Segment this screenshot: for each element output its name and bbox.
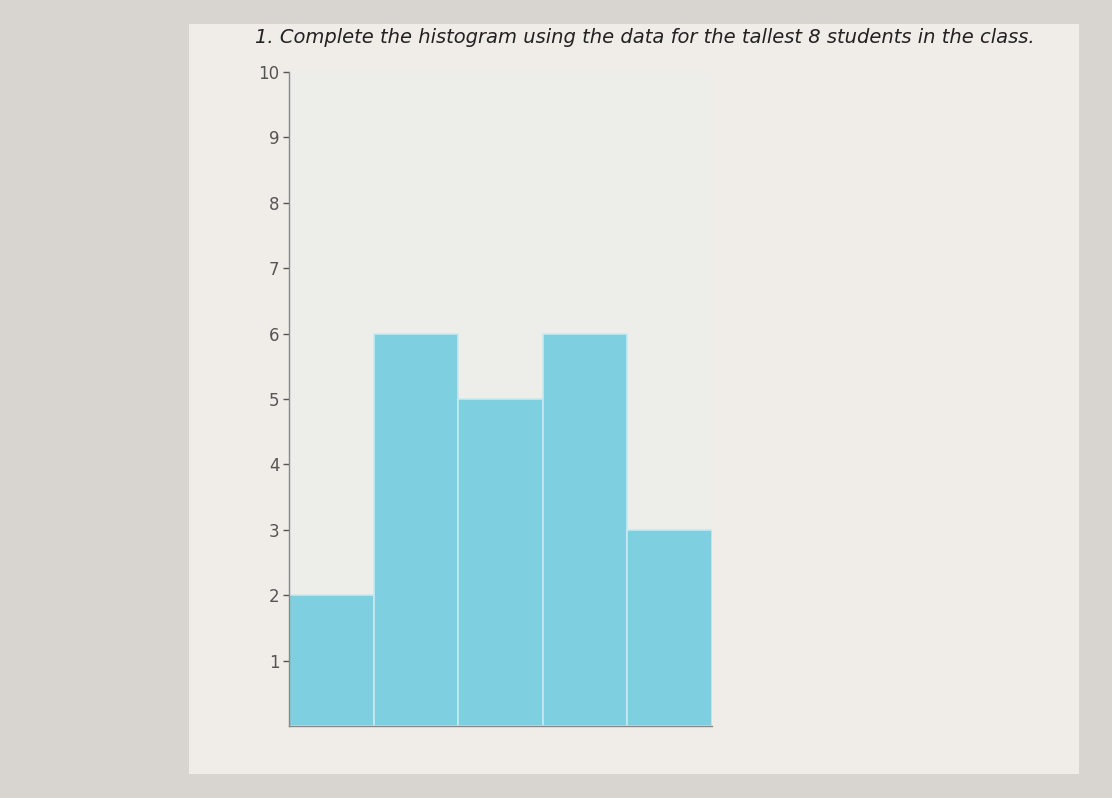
Bar: [627, 530, 712, 726]
Text: 1. Complete the histogram using the data for the tallest 8 students in the class: 1. Complete the histogram using the data…: [255, 28, 1035, 47]
Bar: [289, 595, 374, 726]
FancyBboxPatch shape: [189, 24, 1079, 774]
Bar: [374, 334, 458, 726]
Bar: [458, 399, 543, 726]
Bar: [543, 334, 627, 726]
